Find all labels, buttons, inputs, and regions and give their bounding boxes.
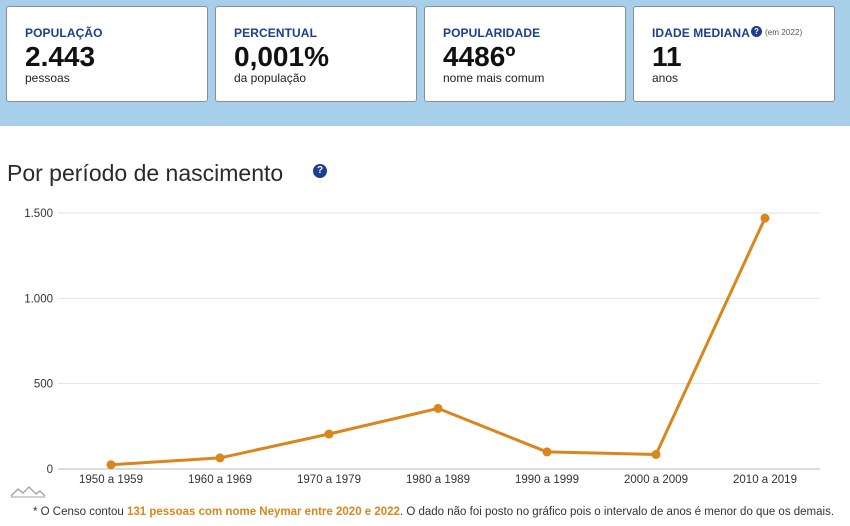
x-tick-label: 1990 a 1999 [515,474,579,486]
card-unit: pessoas [25,71,70,85]
footnote-prefix: * O Censo contou [33,506,127,518]
card-label: POPULARIDADE [443,26,541,40]
card-idade-mediana: IDADE MEDIANA? (em 2022) 11 anos [633,6,835,102]
card-label: PERCENTUAL [234,26,318,40]
data-point [324,429,334,439]
card-populacao: POPULAÇÃO 2.443 pessoas [6,6,208,102]
mountain-logo-icon [10,486,46,498]
y-tick-label: 1.500 [24,208,53,220]
help-icon[interactable]: ? [750,26,762,37]
data-point [542,447,552,457]
card-popularidade: POPULARIDADE 4486º nome mais comum [424,6,626,102]
data-point [215,453,225,463]
x-tick-label: 1950 a 1959 [79,474,143,486]
card-label-row: IDADE MEDIANA? (em 2022) [652,26,802,40]
card-unit: da população [234,71,307,85]
birth-period-chart: 0 500 1.000 1.500 1950 a 1959 1960 a 1969 1970… [24,208,820,486]
footnote: * O Censo contou 131 pessoas com nome Ne… [33,506,834,518]
card-value: 4486º [443,41,516,72]
y-tick-label: 500 [34,379,53,391]
x-tick-label: 1970 a 1979 [297,474,361,486]
data-point [760,213,770,223]
card-percentual: PERCENTUAL 0,001% da população [215,6,417,102]
help-icon[interactable]: ? [313,164,327,178]
card-value: 0,001% [234,41,329,72]
y-tick-label: 0 [47,464,53,476]
data-point [106,460,116,470]
card-unit: nome mais comum [443,71,545,85]
card-unit: anos [652,71,679,85]
x-tick-label: 1980 a 1989 [406,474,470,486]
card-value: 11 [652,41,682,72]
series-line [110,217,767,467]
card-label: IDADE MEDIANA [652,26,750,40]
y-tick-label: 1.000 [24,293,53,305]
x-tick-label: 2010 a 2019 [733,474,797,486]
section-title: Por período de nascimento [7,160,284,186]
x-tick-label: 2000 a 2009 [624,474,688,486]
card-label: POPULAÇÃO [25,26,103,40]
card-value: 2.443 [25,41,96,72]
x-tick-label: 1960 a 1969 [188,474,252,486]
data-point [651,449,661,459]
data-point [433,403,443,413]
card-note: (em 2022) [764,28,803,37]
footnote-highlight: 131 pessoas com nome Neymar entre 2020 e… [126,506,400,518]
footnote-suffix: . O dado não foi posto no gráfico pois o… [399,506,835,518]
